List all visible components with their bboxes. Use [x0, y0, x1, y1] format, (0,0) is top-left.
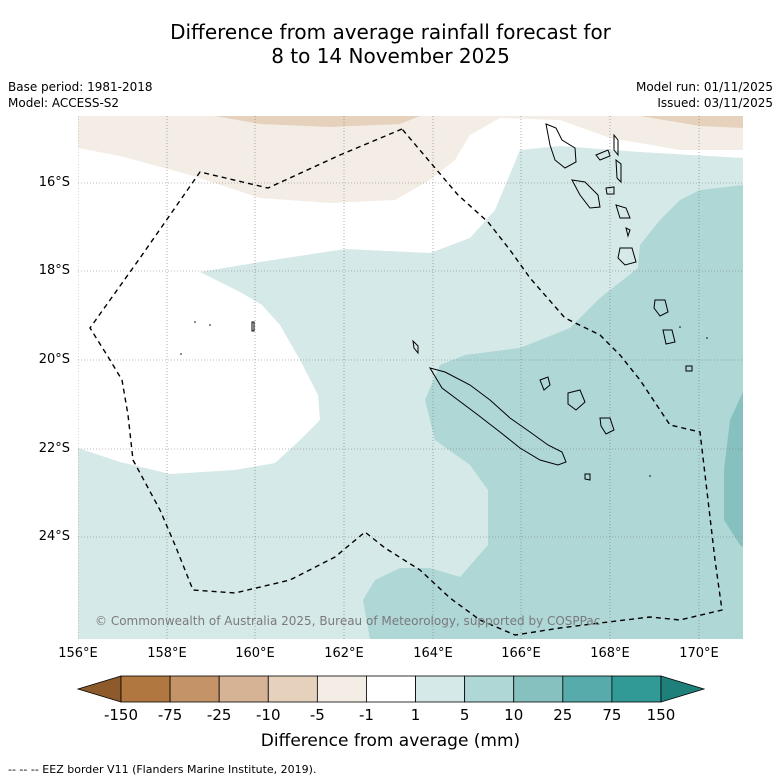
- colorbar-tick-label: -150: [103, 706, 139, 724]
- vanuatu-shepherds: [625, 227, 631, 238]
- loyalty-island-3: [599, 417, 615, 435]
- copyright-notice: © Commonwealth of Australia 2025, Bureau…: [95, 614, 601, 628]
- vanuatu-ambae: [595, 149, 611, 161]
- reef-islet-6: [706, 337, 708, 339]
- isle-of-pines: [584, 473, 591, 481]
- colorbar-segment-4: [316, 675, 367, 703]
- vanuatu-espiritu-santo: [545, 123, 577, 169]
- map-title-line2: 8 to 14 November 2025: [271, 44, 510, 68]
- lat-label-22: 22°S: [38, 441, 70, 456]
- colorbar-segment-7: [464, 675, 515, 703]
- lon-label-168: 168°E: [590, 646, 630, 661]
- colorbar-tick-label: -1: [358, 706, 374, 724]
- colorbar-title: Difference from average (mm): [260, 731, 521, 751]
- model-run: Model run: 01/11/2025: [635, 80, 773, 94]
- lon-label-170: 170°E: [679, 646, 719, 661]
- colorbar-tick-label: 5: [459, 706, 470, 724]
- vanuatu-tanna: [662, 329, 676, 345]
- new-caledonia-island: [428, 367, 567, 466]
- colorbar-tick-label: 25: [553, 706, 573, 724]
- vanuatu-pentecost: [615, 158, 622, 184]
- colorbar-segment-2: [218, 675, 269, 703]
- colorbar-tick-label: -75: [157, 706, 183, 724]
- vanuatu-maewo: [613, 133, 619, 157]
- meta-left: Base period: 1981-2018 Model: ACCESS-S2: [8, 79, 153, 111]
- colorbar-tick-label: 10: [504, 706, 524, 724]
- colorbar-segment-6: [415, 675, 466, 703]
- colorbar: [76, 675, 706, 703]
- colorbar-tick-label: -5: [309, 706, 325, 724]
- eez-footnote: -- -- -- EEZ border V11 (Flanders Marine…: [8, 763, 317, 776]
- dry-region-top: [215, 116, 420, 127]
- reef-islet-4: [649, 475, 651, 477]
- lat-label-20: 20°S: [38, 352, 70, 367]
- lon-label-164: 164°E: [413, 646, 453, 661]
- colorbar-tick-label: 150: [646, 706, 676, 724]
- lon-label-162: 162°E: [324, 646, 364, 661]
- vanuatu-epi: [615, 204, 631, 219]
- vanuatu-ambrym: [605, 186, 615, 195]
- colorbar-segment-1: [169, 675, 220, 703]
- lat-label-16: 16°S: [38, 175, 70, 190]
- colorbar-segment-0: [120, 675, 171, 703]
- vanuatu-erromango: [653, 299, 669, 317]
- reef-islet-2: [209, 324, 211, 326]
- dry-region-north: [78, 116, 743, 203]
- vanuatu-efate: [617, 247, 637, 266]
- colorbar-tick-label: -10: [256, 706, 281, 724]
- colorbar-segment-3: [267, 675, 318, 703]
- chesterfield-islet: [251, 321, 255, 332]
- colorbar-segment-9: [562, 675, 613, 703]
- grid-lines: [78, 116, 743, 639]
- wet-region-strong: [724, 392, 743, 547]
- base-period: Base period: 1981-2018: [8, 80, 153, 94]
- colorbar-segment-10: [611, 675, 662, 703]
- reef-islet-3: [180, 353, 182, 355]
- colorbar-tick-label: 1: [410, 706, 421, 724]
- dry-region-top-right: [640, 116, 743, 128]
- lat-label-24: 24°S: [38, 529, 70, 544]
- belep-islands: [412, 339, 419, 355]
- map-title-line1: Difference from average rainfall forecas…: [170, 20, 611, 44]
- vanuatu-aneityum: [685, 365, 693, 372]
- map-area: [78, 116, 743, 639]
- lon-label-160: 160°E: [235, 646, 275, 661]
- colorbar-segment-8: [513, 675, 564, 703]
- reef-islet-1: [194, 321, 196, 323]
- lon-label-156: 156°E: [58, 646, 98, 661]
- issued-date: Issued: 03/11/2025: [657, 96, 773, 110]
- loyalty-island-2: [567, 389, 586, 411]
- wet-region-moderate: [363, 185, 743, 639]
- lat-label-18: 18°S: [38, 263, 70, 278]
- model-name: Model: ACCESS-S2: [8, 96, 120, 110]
- colorbar-arrow-high: [660, 675, 706, 703]
- colorbar-tick-label: 75: [602, 706, 622, 724]
- meta-right: Model run: 01/11/2025 Issued: 03/11/2025: [636, 79, 773, 111]
- colorbar-tick-label: -25: [206, 706, 232, 724]
- vanuatu-malekula: [571, 179, 601, 209]
- loyalty-island-1: [539, 376, 551, 391]
- colorbar-arrow-low: [76, 675, 122, 703]
- reef-islet-5: [679, 326, 681, 328]
- lon-label-166: 166°E: [501, 646, 541, 661]
- colorbar-segment-5: [366, 675, 416, 703]
- lon-label-158: 158°E: [147, 646, 187, 661]
